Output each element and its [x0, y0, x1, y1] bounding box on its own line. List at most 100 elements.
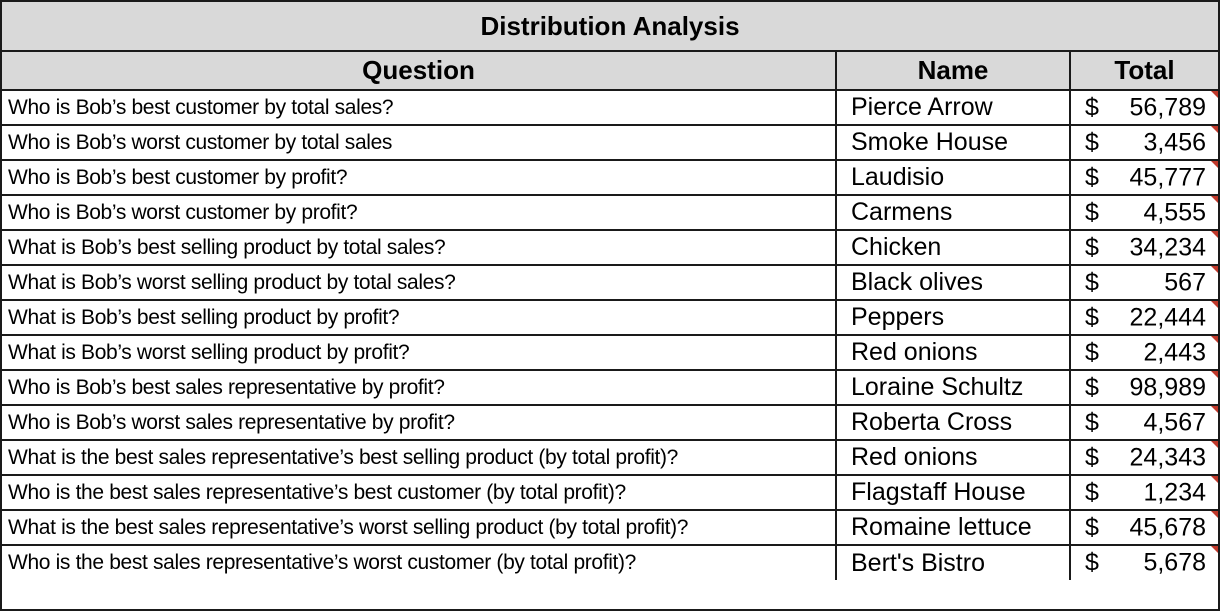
- total-amount: 567: [1164, 268, 1206, 296]
- question-cell[interactable]: What is the best sales representative’s …: [2, 439, 837, 476]
- total-amount: 4,567: [1143, 408, 1206, 436]
- currency-symbol: $: [1085, 303, 1099, 331]
- name-cell[interactable]: Romaine lettuce: [835, 509, 1071, 546]
- question-cell[interactable]: Who is Bob’s worst sales representative …: [2, 404, 837, 441]
- comment-indicator-icon[interactable]: [1211, 197, 1218, 203]
- name-cell[interactable]: Flagstaff House: [835, 474, 1071, 511]
- currency-symbol: $: [1085, 373, 1099, 401]
- currency-symbol: $: [1085, 513, 1099, 541]
- currency-symbol: $: [1085, 93, 1099, 121]
- currency-symbol: $: [1085, 128, 1099, 156]
- comment-indicator-icon[interactable]: [1211, 302, 1218, 308]
- question-cell[interactable]: Who is the best sales representative’s w…: [2, 544, 837, 580]
- question-cell[interactable]: Who is Bob’s worst customer by total sal…: [2, 124, 837, 161]
- table-row: What is the best sales representative’s …: [2, 439, 1218, 476]
- question-cell[interactable]: Who is Bob’s worst customer by profit?: [2, 194, 837, 231]
- comment-indicator-icon[interactable]: [1211, 267, 1218, 273]
- table-title: Distribution Analysis: [2, 2, 1218, 52]
- name-cell[interactable]: Bert's Bistro: [835, 544, 1071, 580]
- comment-indicator-icon[interactable]: [1211, 372, 1218, 378]
- total-cell[interactable]: $3,456: [1069, 124, 1218, 161]
- total-amount: 22,444: [1129, 303, 1206, 331]
- table-row: What is the best sales representative’s …: [2, 509, 1218, 546]
- total-amount: 1,234: [1143, 478, 1206, 506]
- name-cell[interactable]: Laudisio: [835, 159, 1071, 196]
- question-cell[interactable]: What is Bob’s best selling product by pr…: [2, 299, 837, 336]
- comment-indicator-icon[interactable]: [1211, 127, 1218, 133]
- question-cell[interactable]: Who is Bob’s best sales representative b…: [2, 369, 837, 406]
- comment-indicator-icon[interactable]: [1211, 547, 1218, 553]
- currency-symbol: $: [1085, 338, 1099, 366]
- name-cell[interactable]: Pierce Arrow: [835, 89, 1071, 126]
- name-cell[interactable]: Red onions: [835, 439, 1071, 476]
- total-cell[interactable]: $4,567: [1069, 404, 1218, 441]
- table-row: Who is Bob’s worst customer by total sal…: [2, 124, 1218, 161]
- comment-indicator-icon[interactable]: [1211, 92, 1218, 98]
- total-cell[interactable]: $2,443: [1069, 334, 1218, 371]
- currency-symbol: $: [1085, 233, 1099, 261]
- header-name[interactable]: Name: [835, 52, 1071, 91]
- question-cell[interactable]: What is Bob’s worst selling product by p…: [2, 334, 837, 371]
- total-cell[interactable]: $22,444: [1069, 299, 1218, 336]
- table-row: What is Bob’s worst selling product by p…: [2, 334, 1218, 371]
- table-row: What is Bob’s best selling product by pr…: [2, 299, 1218, 336]
- total-cell[interactable]: $45,678: [1069, 509, 1218, 546]
- currency-symbol: $: [1085, 163, 1099, 191]
- table-row: Who is Bob’s best customer by total sale…: [2, 89, 1218, 126]
- question-cell[interactable]: What is the best sales representative’s …: [2, 509, 837, 546]
- currency-symbol: $: [1085, 478, 1099, 506]
- total-cell[interactable]: $4,555: [1069, 194, 1218, 231]
- table-row: What is Bob’s worst selling product by t…: [2, 264, 1218, 301]
- table-row: Who is Bob’s worst customer by profit? Ca…: [2, 194, 1218, 231]
- comment-indicator-icon[interactable]: [1211, 407, 1218, 413]
- header-question[interactable]: Question: [2, 52, 837, 91]
- total-amount: 5,678: [1143, 548, 1206, 577]
- question-cell[interactable]: Who is Bob’s best customer by total sale…: [2, 89, 837, 126]
- total-cell[interactable]: $34,234: [1069, 229, 1218, 266]
- comment-indicator-icon[interactable]: [1211, 442, 1218, 448]
- currency-symbol: $: [1085, 548, 1099, 577]
- total-cell[interactable]: $98,989: [1069, 369, 1218, 406]
- name-cell[interactable]: Chicken: [835, 229, 1071, 266]
- question-cell[interactable]: What is Bob’s worst selling product by t…: [2, 264, 837, 301]
- total-amount: 45,777: [1129, 163, 1206, 191]
- name-cell[interactable]: Red onions: [835, 334, 1071, 371]
- total-amount: 56,789: [1129, 93, 1206, 121]
- name-cell[interactable]: Loraine Schultz: [835, 369, 1071, 406]
- table-row: Who is the best sales representative’s w…: [2, 544, 1218, 580]
- total-amount: 34,234: [1129, 233, 1206, 261]
- table-row: Who is Bob’s best customer by profit? Lau…: [2, 159, 1218, 196]
- total-amount: 98,989: [1129, 373, 1206, 401]
- currency-symbol: $: [1085, 198, 1099, 226]
- distribution-table: Question Name Total Who is Bob’s best cu…: [2, 52, 1218, 580]
- question-cell[interactable]: Who is the best sales representative’s b…: [2, 474, 837, 511]
- name-cell[interactable]: Black olives: [835, 264, 1071, 301]
- currency-symbol: $: [1085, 408, 1099, 436]
- comment-indicator-icon[interactable]: [1211, 162, 1218, 168]
- total-cell[interactable]: $5,678: [1069, 544, 1218, 580]
- name-cell[interactable]: Smoke House: [835, 124, 1071, 161]
- total-cell[interactable]: $24,343: [1069, 439, 1218, 476]
- table-row: Who is Bob’s best sales representative b…: [2, 369, 1218, 406]
- total-cell[interactable]: $45,777: [1069, 159, 1218, 196]
- comment-indicator-icon[interactable]: [1211, 232, 1218, 238]
- total-cell[interactable]: $567: [1069, 264, 1218, 301]
- question-cell[interactable]: What is Bob’s best selling product by to…: [2, 229, 837, 266]
- name-cell[interactable]: Peppers: [835, 299, 1071, 336]
- total-amount: 2,443: [1143, 338, 1206, 366]
- total-amount: 24,343: [1129, 443, 1206, 471]
- comment-indicator-icon[interactable]: [1211, 337, 1218, 343]
- table-row: What is Bob’s best selling product by to…: [2, 229, 1218, 266]
- comment-indicator-icon[interactable]: [1211, 512, 1218, 518]
- total-cell[interactable]: $1,234: [1069, 474, 1218, 511]
- total-amount: 4,555: [1143, 198, 1206, 226]
- total-cell[interactable]: $56,789: [1069, 89, 1218, 126]
- question-cell[interactable]: Who is Bob’s best customer by profit?: [2, 159, 837, 196]
- name-cell[interactable]: Roberta Cross: [835, 404, 1071, 441]
- header-total[interactable]: Total: [1069, 52, 1218, 91]
- comment-indicator-icon[interactable]: [1211, 477, 1218, 483]
- currency-symbol: $: [1085, 443, 1099, 471]
- table-row: Who is Bob’s worst sales representative …: [2, 404, 1218, 441]
- name-cell[interactable]: Carmens: [835, 194, 1071, 231]
